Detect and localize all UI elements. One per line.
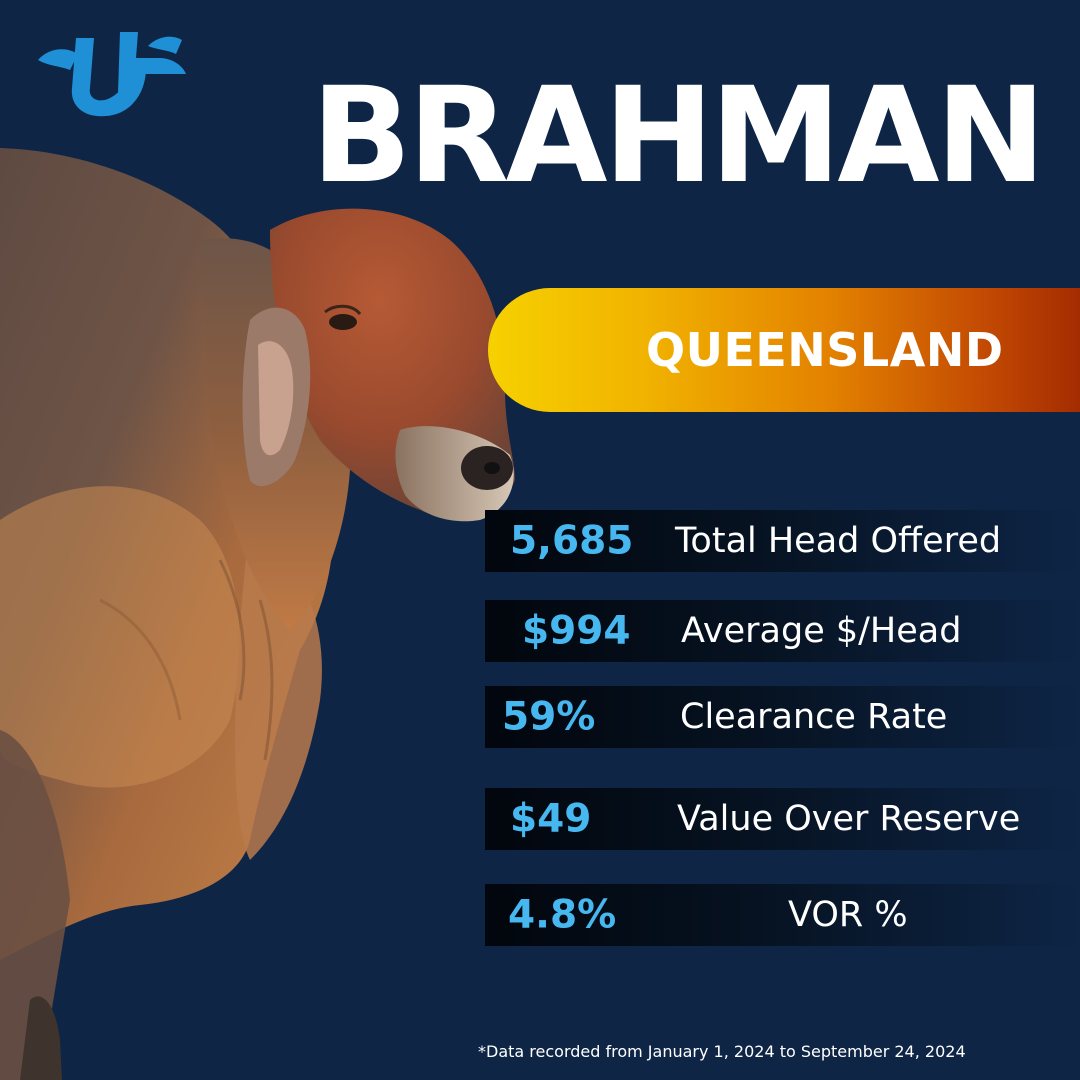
- stat-value: 5,685: [510, 518, 634, 564]
- stat-label: VOR %: [788, 895, 908, 935]
- region-label: QUEENSLAND: [646, 323, 1004, 377]
- stat-label: Average $/Head: [681, 611, 962, 651]
- brahman-bull-image: [0, 148, 515, 1080]
- stat-row-value-over-reserve: $49 Value Over Reserve: [485, 788, 1080, 850]
- stat-row-background: [485, 884, 1080, 946]
- stat-row-average-price: $994 Average $/Head: [485, 600, 1080, 662]
- region-banner: [488, 288, 1080, 412]
- stat-row-background: [485, 788, 1080, 850]
- stat-label: Value Over Reserve: [677, 799, 1021, 839]
- stat-row-vor-percent: 4.8% VOR %: [485, 884, 1080, 946]
- stat-value: $49: [510, 796, 592, 842]
- breed-title: BRAHMAN: [311, 59, 1046, 213]
- stat-value: 4.8%: [508, 892, 617, 938]
- data-footnote: *Data recorded from January 1, 2024 to S…: [478, 1042, 966, 1061]
- stat-value: 59%: [502, 694, 596, 740]
- stat-label: Clearance Rate: [680, 697, 948, 737]
- stat-row-total-head: 5,685 Total Head Offered: [485, 510, 1080, 572]
- stat-label: Total Head Offered: [675, 521, 1002, 561]
- stat-row-background: [485, 600, 1080, 662]
- stat-row-clearance-rate: 59% Clearance Rate: [485, 686, 1080, 748]
- stat-row-background: [485, 686, 1080, 748]
- tt-logo-icon: [38, 32, 186, 117]
- stat-row-background: [485, 510, 1080, 572]
- stat-value: $994: [522, 608, 631, 654]
